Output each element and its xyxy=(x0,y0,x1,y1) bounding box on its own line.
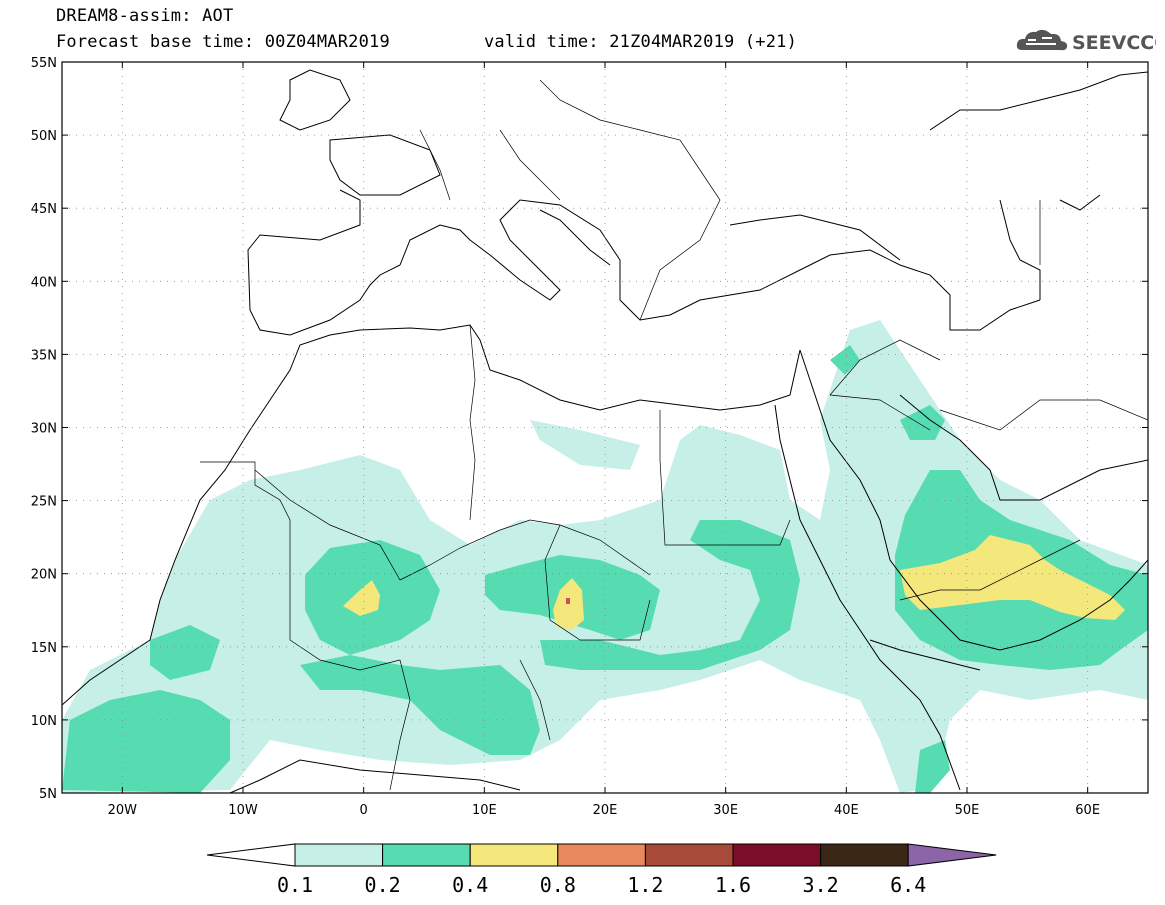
lon-tick-label: 60E xyxy=(1075,803,1100,818)
colorbar: 0.1 0.2 0.4 0.8 1.2 1.6 3.2 6.4 xyxy=(206,843,997,897)
colorbar-label: 1.6 xyxy=(715,873,751,897)
latitude-axis: 55N 50N 45N 40N 35N 30N 25N 20N 15N 10N 5N xyxy=(31,56,1148,802)
colorbar-over-arrow xyxy=(907,843,997,867)
gridlines xyxy=(62,62,1148,793)
lon-tick-label: 20W xyxy=(108,803,138,818)
cloud-icon xyxy=(1016,29,1068,51)
lat-tick-label: 25N xyxy=(31,495,57,510)
lat-tick-label: 45N xyxy=(31,202,57,217)
colorbar-segment xyxy=(382,843,471,867)
lon-tick-label: 40E xyxy=(834,803,859,818)
colorbar-segment xyxy=(469,843,559,867)
lat-tick-label: 30N xyxy=(31,422,57,437)
lon-tick-label: 10E xyxy=(472,803,497,818)
colorbar-under-arrow xyxy=(206,843,296,867)
colorbar-segment xyxy=(294,843,384,867)
forecast-base-time: Forecast base time: 00Z04MAR2019 xyxy=(56,32,390,52)
colorbar-label: 0.1 xyxy=(277,873,313,897)
lat-tick-label: 55N xyxy=(31,56,57,71)
colorbar-segment xyxy=(820,843,909,867)
lon-tick-label: 0 xyxy=(360,803,368,818)
lat-tick-label: 35N xyxy=(31,348,57,363)
lat-tick-label: 10N xyxy=(31,714,57,729)
colorbar-segment xyxy=(557,843,646,867)
aot-contour-1.2 xyxy=(566,598,570,604)
lat-tick-label: 40N xyxy=(31,275,57,290)
valid-time: valid time: 21Z04MAR2019 (+21) xyxy=(484,32,798,52)
map-title: DREAM8-assim: AOT xyxy=(56,6,234,26)
colorbar-label: 0.8 xyxy=(540,873,576,897)
colorbar-label: 0.2 xyxy=(365,873,401,897)
colorbar-label: 6.4 xyxy=(890,873,926,897)
map-area xyxy=(62,62,1148,793)
lon-tick-label: 20E xyxy=(593,803,618,818)
lon-tick-label: 50E xyxy=(955,803,980,818)
lat-tick-label: 20N xyxy=(31,568,57,583)
longitude-axis: 20W 10W 0 10E 20E 30E 40E 50E 60E xyxy=(108,62,1100,818)
colorbar-label: 3.2 xyxy=(803,873,839,897)
lat-tick-label: 5N xyxy=(39,787,57,802)
colorbar-segment xyxy=(644,843,734,867)
borders xyxy=(200,79,1148,791)
logo-text: SEEVCCC xyxy=(1072,32,1156,54)
lon-tick-label: 30E xyxy=(713,803,738,818)
colorbar-label: 1.2 xyxy=(627,873,663,897)
lat-tick-label: 50N xyxy=(31,129,57,144)
lat-tick-label: 15N xyxy=(31,641,57,656)
coastlines xyxy=(62,69,1148,793)
seevccc-logo: SEEVCCC xyxy=(1016,29,1156,54)
lon-tick-label: 10W xyxy=(228,803,258,818)
colorbar-label: 0.4 xyxy=(452,873,488,897)
colorbar-segment xyxy=(732,843,822,867)
